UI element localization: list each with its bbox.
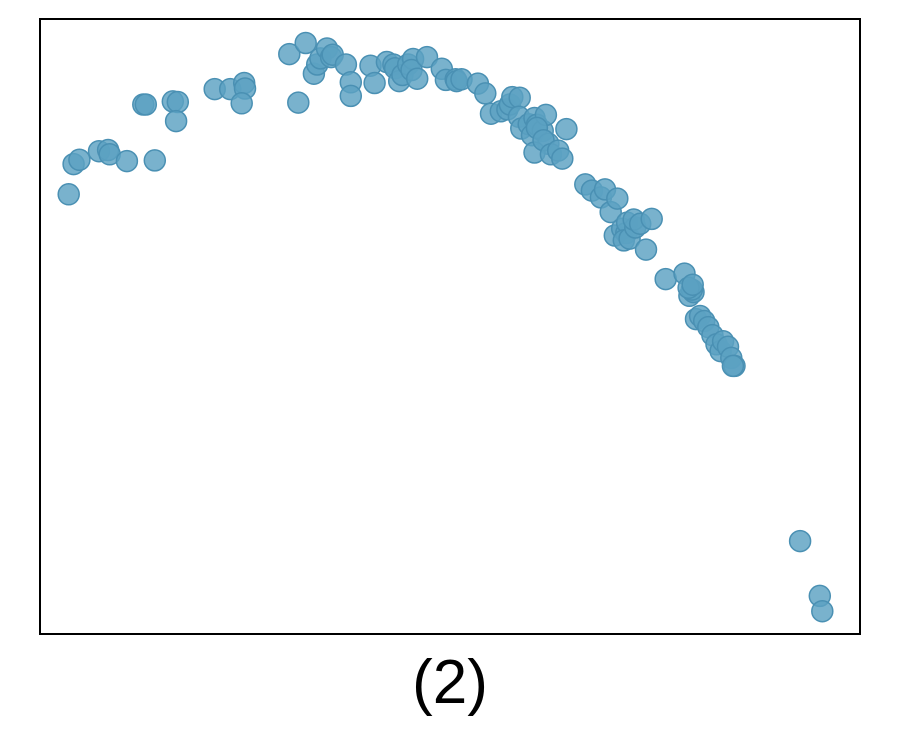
data-point xyxy=(474,82,497,105)
data-points xyxy=(57,31,834,623)
data-point xyxy=(551,147,574,170)
data-point xyxy=(634,238,658,261)
data-point xyxy=(606,187,629,210)
data-point xyxy=(555,117,578,141)
data-point xyxy=(143,149,167,172)
data-point xyxy=(164,109,188,133)
data-point xyxy=(68,148,91,172)
data-point xyxy=(681,273,704,296)
data-point xyxy=(363,71,386,95)
data-point xyxy=(405,67,429,90)
data-point xyxy=(278,42,301,66)
data-point xyxy=(788,529,812,553)
data-point xyxy=(134,93,158,116)
data-point xyxy=(508,86,531,109)
data-point xyxy=(654,267,677,291)
data-point xyxy=(57,183,80,206)
data-point xyxy=(115,149,139,173)
data-point xyxy=(339,84,363,108)
data-point xyxy=(294,31,317,55)
data-point xyxy=(166,90,190,114)
data-point xyxy=(415,45,439,69)
data-point xyxy=(811,599,834,623)
data-point xyxy=(721,354,745,378)
data-point xyxy=(640,207,663,231)
chart-caption: (2) xyxy=(412,648,488,717)
plot-frame xyxy=(39,18,861,635)
data-point xyxy=(287,91,310,114)
data-point xyxy=(230,92,253,115)
